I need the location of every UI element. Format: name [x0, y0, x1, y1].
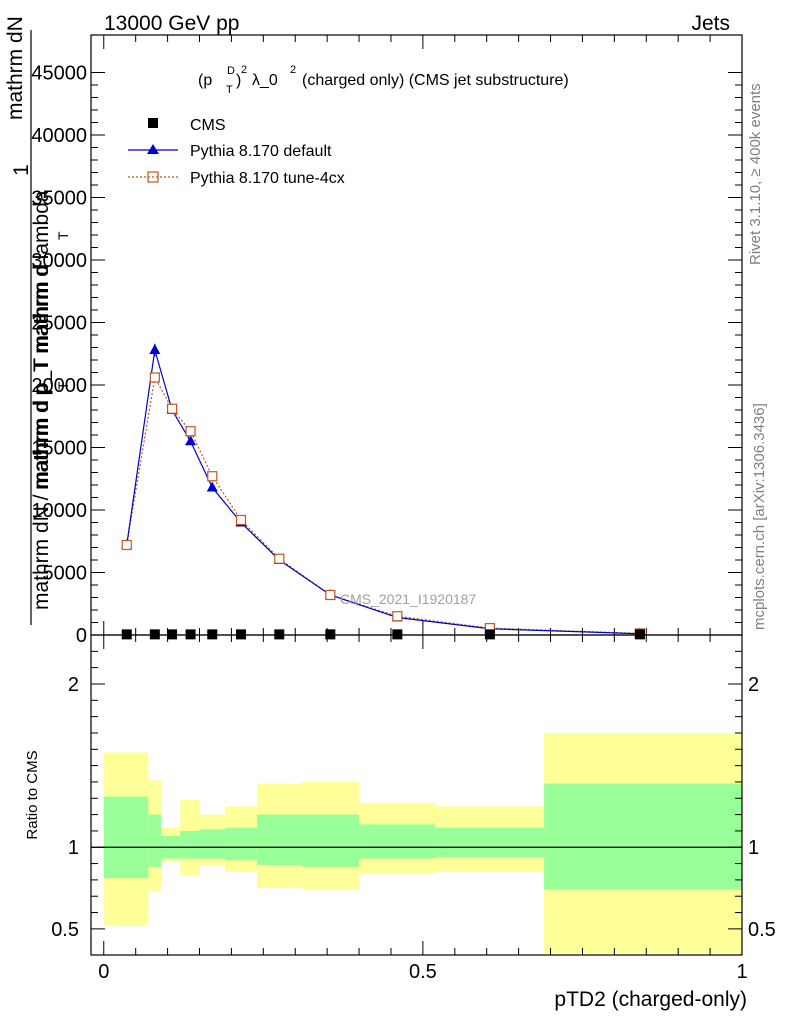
cms-point [185, 629, 196, 640]
ratio-band-green [199, 829, 226, 859]
ratio-plot-frame [90, 634, 743, 956]
x-tick-label: 0.5 [409, 961, 437, 983]
cms-point [484, 629, 495, 640]
rivet-label: Rivet 3.1.10, ≥ 400k events [747, 83, 764, 265]
title-suffix: (charged only) (CMS jet substructure) [302, 72, 569, 89]
title-sub-t: T [226, 84, 233, 96]
y-tick-label: 10000 [31, 500, 87, 522]
analysis-watermark: CMS_2021_I1920187 [340, 591, 476, 607]
tune-point [121, 539, 132, 551]
y-tick-label: 25000 [31, 313, 87, 335]
cms-point [167, 629, 178, 640]
ratio-y-axis: 0.5 0.5 1 1 2 2 [51, 650, 776, 941]
title-exp-a: 2 [241, 64, 247, 76]
main-plot-panel: 0 5000 10000 15000 20000 25000 30000 35000 40000… [31, 34, 743, 647]
tune-point [392, 611, 403, 622]
y-tick-label: 5000 [43, 563, 88, 585]
x-tick-label: 0 [98, 961, 109, 983]
legend-default-label: Pythia 8.170 default [190, 143, 332, 160]
y-tick-label: 0 [76, 625, 87, 647]
ylabel-one: 1 [10, 164, 33, 176]
ratio-y-tick-label: 2 [68, 674, 79, 696]
legend-default-marker [147, 144, 159, 154]
y-tick-label: 20000 [31, 375, 87, 397]
ratio-y-tick-label: 1 [68, 837, 79, 859]
cms-point [235, 629, 246, 640]
y-tick-label: 45000 [31, 63, 87, 85]
x-tick-label: 1 [736, 961, 747, 983]
header-left: 13000 GeV pp [104, 12, 239, 35]
tune-point [207, 471, 218, 482]
ratio-bands [103, 732, 742, 954]
mcplots-label: mcplots.cern.ch [arXiv:1306.3436] [751, 403, 768, 630]
ratio-y-tick-label-right: 1 [748, 837, 759, 859]
title-exp-b: 2 [290, 64, 296, 76]
legend-tune-label: Pythia 8.170 tune-4cx [190, 170, 345, 187]
tune-point [235, 514, 247, 526]
ratio-band-green [180, 830, 200, 859]
cms-point [392, 629, 403, 640]
ratio-panel: 0.5 0.51 12 2 0 0.5 1 [51, 634, 776, 983]
header-right: Jets [691, 12, 730, 35]
main-y-label: 1 mathrm dN mathrm dN / mathrm d p_T mat… [4, 16, 71, 625]
default-point [185, 435, 197, 446]
y-tick-label: 40000 [31, 125, 87, 147]
series-layer [121, 343, 646, 640]
ylabel-num: mathrm dN [4, 16, 27, 120]
tune-point [185, 426, 196, 437]
cms-point [634, 629, 645, 640]
y-tick-label: 35000 [31, 188, 87, 210]
ylabel-num2: mathrm d p_T mathrm d lambda [30, 190, 53, 490]
cms-point [325, 629, 336, 640]
ylabel-sub-t: T [55, 231, 71, 240]
cms-point [274, 629, 285, 640]
y-tick-label: 15000 [31, 438, 87, 460]
legend: CMS Pythia 8.170 default Pythia 8.170 tu… [128, 117, 345, 187]
ratio-y-label: Ratio to CMS [24, 750, 41, 839]
ratio-band-green [359, 824, 436, 859]
cms-point [121, 629, 132, 640]
ylabel-den: mathrm dN / mathrm d p_T mathrm d [30, 264, 53, 610]
legend-cms-label: CMS [190, 117, 226, 134]
title-main: λ_0 [252, 72, 278, 89]
tune-point [166, 403, 178, 414]
ratio-band-green [103, 796, 149, 879]
cms-point [207, 629, 218, 640]
legend-cms-marker [148, 118, 158, 128]
title-sup-d: D [227, 65, 235, 77]
cms-point [149, 629, 160, 640]
ylabel-sub-t2: T [55, 381, 71, 390]
ratio-band-green [256, 814, 302, 866]
default-point [206, 481, 218, 492]
ratio-band-green [301, 814, 360, 867]
x-axis-label: pTD2 (charged-only) [554, 988, 747, 1011]
y-tick-label: 30000 [31, 250, 87, 272]
ratio-y-tick-label: 0.5 [51, 919, 79, 941]
tune-point [274, 553, 285, 564]
tune-point [149, 372, 160, 383]
plot-title: (p D T ) 2 λ_0 2 (charged only) (CMS jet… [198, 64, 569, 96]
title-p: (p [198, 72, 212, 89]
ratio-y-tick-label-right: 0.5 [748, 919, 776, 941]
legend-tune-marker [147, 171, 159, 183]
ratio-band-green [544, 783, 742, 890]
main-plot-frame [90, 34, 743, 636]
tune-point [325, 589, 336, 601]
ratio-y-tick-label-right: 2 [748, 674, 759, 696]
main-y-axis: 0 5000 10000 15000 20000 25000 30000 35000 40000… [31, 63, 742, 647]
title-close: ) [236, 72, 241, 89]
ratio-band-green [225, 827, 257, 861]
ratio-x-axis: 0 0.5 1 [98, 635, 748, 983]
ratio-band-green [148, 814, 162, 867]
default-point [149, 344, 161, 354]
ratio-band-green [435, 827, 545, 858]
